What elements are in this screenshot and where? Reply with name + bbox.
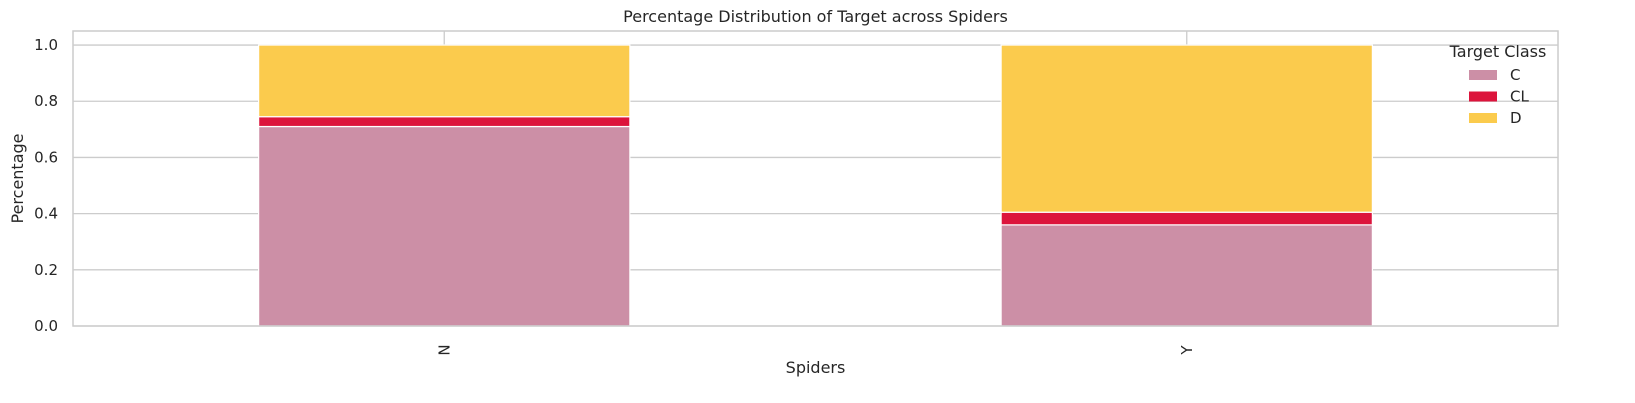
y-tick-label: 0.6 <box>34 148 58 166</box>
x-axis-label: Spiders <box>786 358 846 377</box>
legend-items: C CL D <box>1469 66 1529 127</box>
plot-frame <box>72 30 1559 327</box>
bar-segment-cl-y <box>1000 211 1373 226</box>
y-tick-label: 0.8 <box>34 92 58 110</box>
bars <box>258 44 1373 327</box>
bar-segment-c-n <box>258 125 631 327</box>
legend-swatch-cl <box>1469 91 1497 102</box>
y-tick-label: 0.2 <box>34 261 58 279</box>
tick-labels: 0.0 0.2 0.4 0.6 0.8 1.0 N Y <box>34 36 1196 356</box>
bar-segment-d-y <box>1000 44 1373 213</box>
legend: Target Class C CL D <box>1449 42 1547 127</box>
bar-segment-cl-n <box>258 116 631 128</box>
legend-label-d: D <box>1510 109 1522 127</box>
chart-title: Percentage Distribution of Target across… <box>623 7 1008 26</box>
x-tick-label: Y <box>1178 345 1196 356</box>
legend-label-c: C <box>1510 66 1520 84</box>
legend-swatch-d <box>1469 113 1497 123</box>
y-tick-label: 0.0 <box>34 317 58 335</box>
x-tick-label: N <box>435 344 453 355</box>
legend-swatch-c <box>1469 70 1497 80</box>
y-axis-label: Percentage <box>8 133 27 223</box>
legend-label-cl: CL <box>1510 88 1529 106</box>
legend-title: Target Class <box>1449 42 1547 61</box>
y-tick-label: 0.4 <box>34 205 58 223</box>
bar-segment-d-n <box>258 44 631 118</box>
bar-segment-c-y <box>1000 224 1373 327</box>
y-tick-label: 1.0 <box>34 36 58 54</box>
